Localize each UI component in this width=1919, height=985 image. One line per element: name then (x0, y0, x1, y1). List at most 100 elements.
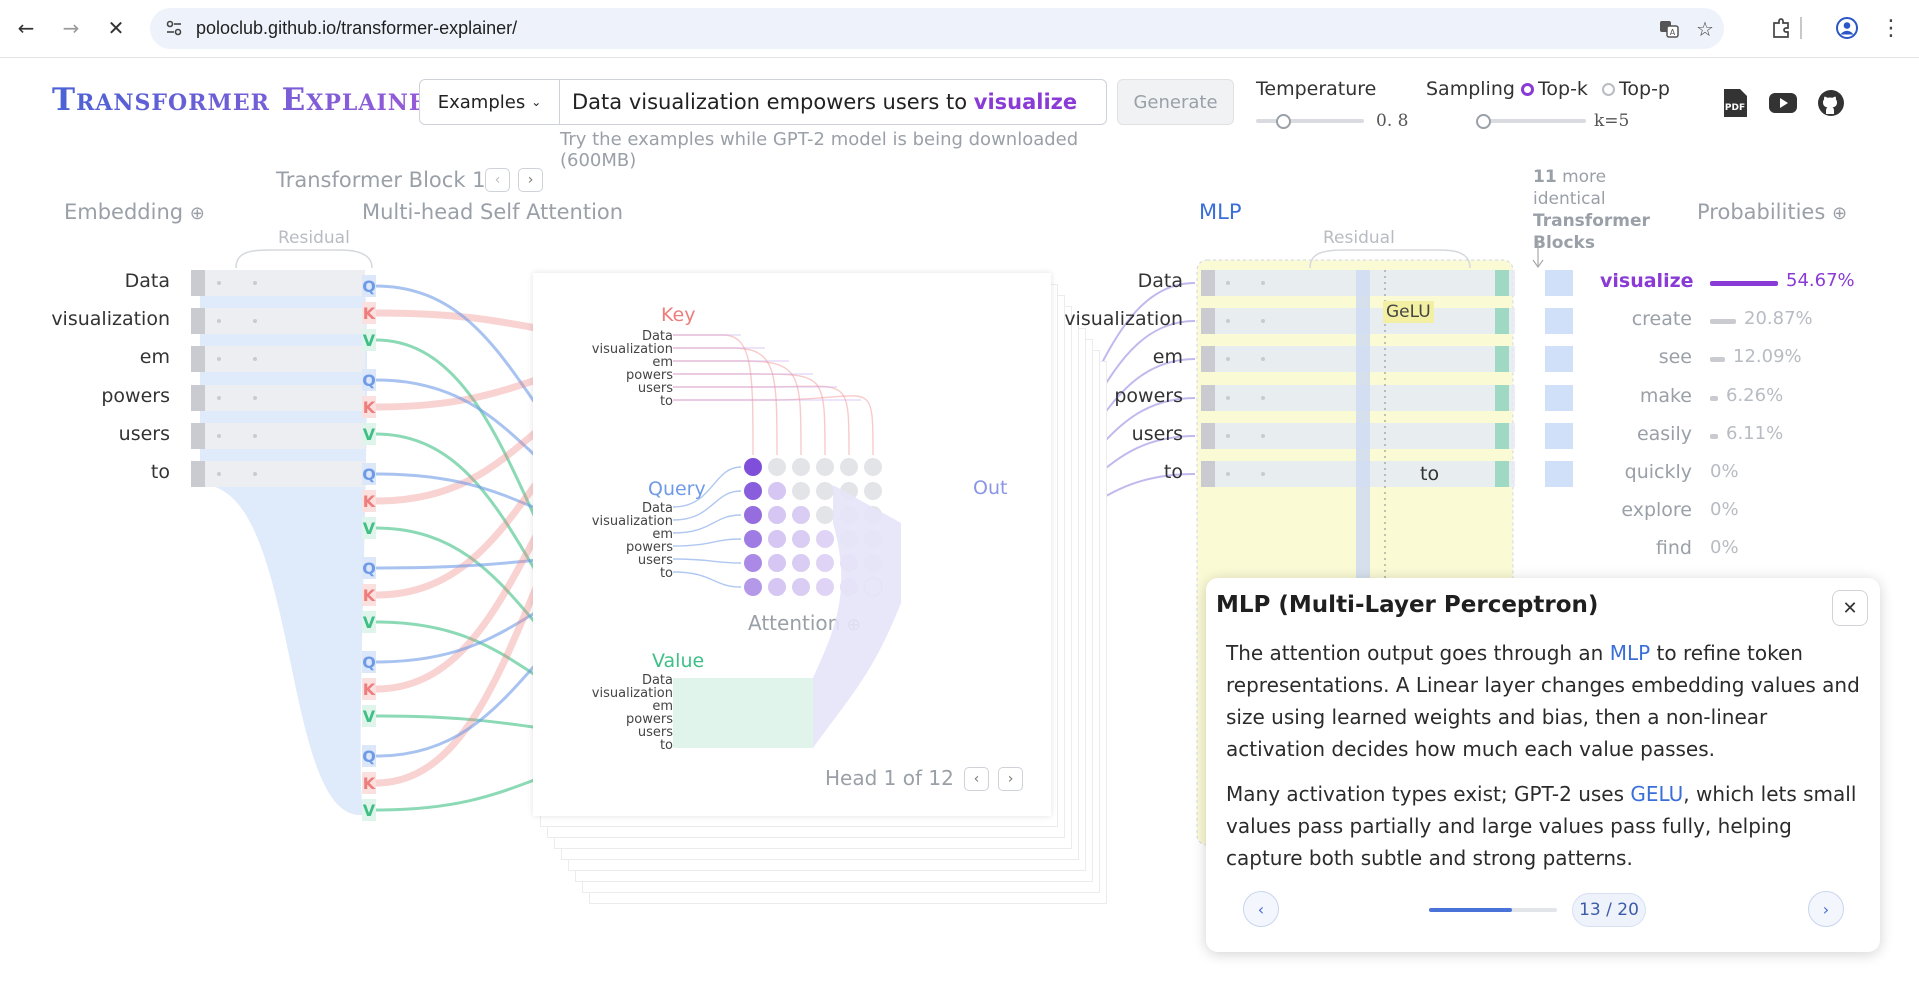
key-label: Key (661, 304, 696, 326)
profile-icon[interactable] (1832, 13, 1862, 43)
mlp-output-vector (1495, 461, 1509, 487)
temperature-slider-thumb[interactable] (1276, 114, 1291, 129)
probability-token[interactable]: make (1639, 385, 1692, 407)
attention-cell (744, 458, 762, 476)
input-token[interactable]: to (150, 461, 170, 483)
qkv-letter: V (363, 801, 376, 820)
attention-cell (792, 482, 810, 500)
value-token: powers (626, 712, 673, 727)
probability-token[interactable]: visualize (1600, 270, 1694, 292)
next-head-button[interactable]: › (998, 767, 1023, 791)
probability-bar (1710, 357, 1725, 362)
key-token: visualization (591, 342, 673, 357)
generate-button[interactable]: Generate (1117, 79, 1234, 125)
tooltip-p1-a: The attention output goes through an (1226, 641, 1610, 665)
probability-token[interactable]: explore (1621, 499, 1692, 521)
embedding-label[interactable]: Embedding ⊕ (64, 200, 205, 224)
prompt-input[interactable]: Data visualization empowers users to vis… (572, 90, 1077, 114)
qkv-letter: V (363, 707, 376, 726)
app-title[interactable]: Transformer Explainer (52, 82, 446, 118)
examples-dropdown[interactable]: Examples ⌄ (420, 80, 560, 124)
translate-icon[interactable]: A (1658, 18, 1680, 40)
gelu-label: GeLU (1383, 301, 1434, 323)
attention-cell (744, 578, 762, 596)
close-icon[interactable]: ✕ (1832, 590, 1868, 626)
probability-token[interactable]: quickly (1624, 461, 1692, 483)
block-output-vector (1545, 308, 1573, 334)
input-token[interactable]: em (139, 346, 170, 368)
embedding-vector-body (205, 346, 365, 372)
mlp-token[interactable]: to (1163, 461, 1183, 483)
mlp-token[interactable]: users (1131, 423, 1183, 445)
mlp-last-token: to (1420, 463, 1440, 485)
block-output-vector (1545, 270, 1573, 296)
embedding-vector-body (205, 385, 365, 411)
probability-value: 20.87% (1744, 308, 1813, 329)
pdf-icon[interactable]: PDF (1720, 88, 1750, 118)
tooltip-prev-button[interactable]: ‹ (1243, 891, 1279, 927)
embedding-vector (191, 461, 205, 487)
zoom-in-icon[interactable]: ⊕ (1831, 203, 1848, 224)
probabilities-label[interactable]: Probabilities ⊕ (1697, 200, 1847, 224)
address-bar[interactable]: poloclub.github.io/transformer-explainer… (150, 8, 1724, 49)
site-settings-icon[interactable] (164, 18, 184, 38)
attention-cell (744, 530, 762, 548)
prompt-predicted-token: visualize (973, 90, 1078, 114)
zoom-in-icon[interactable]: ⊕ (189, 203, 205, 224)
tooltip-next-button[interactable]: › (1808, 891, 1844, 927)
chevron-down-icon: ⌄ (531, 95, 542, 109)
attention-cell (792, 458, 810, 476)
sampling-topp-radio[interactable]: Top-p (1602, 78, 1670, 100)
value-token: to (659, 738, 673, 753)
browser-menu-icon[interactable]: ⋮ (1880, 15, 1902, 41)
extensions-icon[interactable] (1766, 13, 1796, 43)
sampling-topk-radio[interactable]: Top-k (1521, 78, 1588, 100)
input-token[interactable]: visualization (51, 308, 170, 330)
mlp-token[interactable]: Data (1137, 270, 1183, 292)
mlp-token[interactable]: powers (1114, 385, 1183, 407)
examples-label: Examples (437, 91, 526, 113)
probability-token[interactable]: create (1631, 308, 1692, 330)
value-label: Value (652, 650, 705, 672)
key-token: em (652, 355, 673, 370)
input-token[interactable]: Data (124, 270, 170, 292)
mlp-input-vector (1201, 385, 1215, 411)
prev-head-button[interactable]: ‹ (964, 767, 989, 791)
embedding-vector-body (205, 461, 365, 487)
attention-cell (792, 530, 810, 548)
out-label: Out (973, 477, 1008, 499)
mlp-token[interactable]: em (1152, 346, 1183, 368)
bookmark-star-icon[interactable]: ☆ (1696, 17, 1714, 41)
input-token[interactable]: users (118, 423, 170, 445)
forward-icon[interactable]: → (62, 16, 80, 40)
next-block-button[interactable]: › (518, 168, 543, 192)
attention-cell (744, 482, 762, 500)
mlp-input-vector (1201, 461, 1215, 487)
probability-token[interactable]: easily (1636, 423, 1692, 445)
probability-token[interactable]: find (1655, 537, 1692, 559)
stop-loading-icon[interactable]: ✕ (107, 16, 125, 40)
tooltip-paragraph-1: The attention output goes through an MLP… (1226, 637, 1866, 765)
k-slider-track[interactable] (1478, 119, 1586, 123)
mlp-input-vector (1201, 346, 1215, 372)
temperature-slider-track[interactable] (1256, 119, 1364, 123)
k-slider-thumb[interactable] (1476, 114, 1492, 129)
input-token[interactable]: powers (101, 385, 170, 407)
tooltip-paragraph-2: Many activation types exist; GPT-2 uses … (1226, 778, 1866, 874)
mlp-token[interactable]: visualization (1064, 308, 1183, 330)
attention-cell (744, 554, 762, 572)
youtube-icon[interactable] (1768, 88, 1798, 118)
mlp-output-vector (1495, 346, 1509, 372)
value-token: em (652, 699, 673, 714)
embedding-vector (191, 308, 205, 334)
query-token: visualization (591, 514, 673, 529)
mlp-link[interactable]: MLP (1609, 641, 1651, 665)
key-token: powers (626, 368, 673, 383)
embedding-flow-band (200, 270, 368, 815)
github-icon[interactable] (1816, 88, 1846, 118)
prev-block-button[interactable]: ‹ (485, 168, 510, 192)
gelu-link[interactable]: GELU (1630, 782, 1684, 806)
attention-matrix (672, 334, 901, 748)
back-icon[interactable]: ← (17, 16, 35, 40)
probability-token[interactable]: see (1658, 346, 1692, 368)
